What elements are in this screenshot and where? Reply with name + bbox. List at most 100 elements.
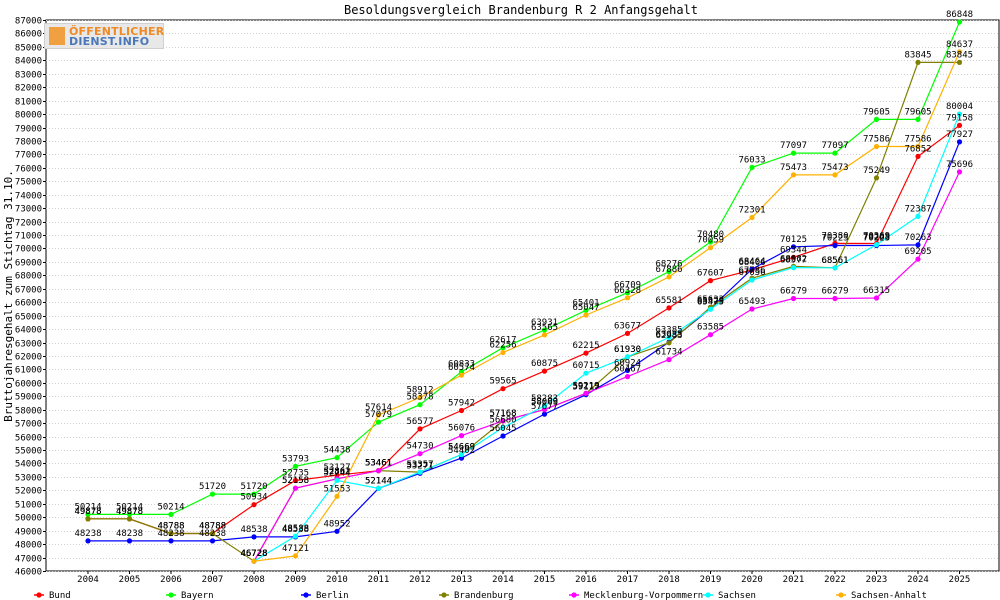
y-tick-label: 75000 [15,178,42,188]
data-label-sachsen-anhalt: 70059 [697,236,724,246]
data-label-brandenburg: 58009 [531,398,558,408]
data-point-mecklenburg-vorpommern [292,485,299,491]
data-label-brandenburg: 68662 [780,254,807,264]
data-point-sachsen-anhalt [417,394,423,401]
data-label-mecklenburg-vorpommern: 53461 [365,459,392,469]
data-point-bayern [749,164,755,170]
data-point-sachsen-anhalt [334,493,340,499]
data-point-mecklenburg-vorpommern [915,256,921,262]
data-label-bund: 69344 [780,245,807,255]
data-label-berlin: 59117 [572,383,599,393]
y-tick-label: 64000 [15,326,42,336]
data-label-sachsen-anhalt: 66328 [614,286,641,296]
data-point-sachsen [292,533,299,539]
data-point-sachsen [500,424,506,431]
data-label-berlin: 48538 [240,525,267,535]
data-label-sachsen-anhalt: 46728 [240,549,267,559]
data-point-bayern [541,327,548,333]
data-point-bund [956,122,963,128]
data-label-brandenburg: 67786 [738,266,765,276]
y-tick-label: 86000 [15,30,42,40]
data-point-bayern [583,307,589,313]
data-label-bund: 63677 [614,321,641,331]
data-point-mecklenburg-vorpommern [375,468,382,474]
data-point-sachsen-anhalt [541,332,548,338]
data-point-berlin [541,411,548,417]
data-point-sachsen [624,354,631,360]
data-point-bund [583,350,589,356]
data-label-sachsen: 68577 [780,256,807,266]
x-tick-label: 2022 [824,575,846,585]
x-tick-label: 2019 [700,575,722,585]
logo-text-line1: ÖFFENTLICHER [69,25,165,38]
data-labels: 49878 49878 48788 48788 50934 52735 53127 53461… [74,10,973,559]
data-label-sachsen: 80004 [946,102,973,112]
logo-text-line2: DIENST.INFO [69,35,150,48]
data-label-bund: 68406 [738,258,765,268]
data-label-sachsen-anhalt: 47121 [282,544,309,554]
data-point-mecklenburg-vorpommern [707,332,714,338]
data-label-bund: 50934 [240,493,267,503]
data-label-sachsen-anhalt: 84637 [946,40,973,50]
data-point-sachsen [873,242,880,248]
legend-label-sachsen-anhalt: Sachsen-Anhalt [851,591,927,600]
data-label-sachsen-anhalt: 65047 [572,303,599,313]
data-label-mecklenburg-vorpommern: 58009 [531,398,558,408]
data-point-sachsen [707,306,714,312]
data-point-bund [417,426,423,432]
legend-label-mecklenburg-vorpommern: Mecklenburg-Vorpommern [584,591,703,600]
data-point-mecklenburg-vorpommern [749,306,755,312]
legend-label-bund: Bund [49,591,71,600]
x-tick-label: 2016 [575,575,597,585]
x-tick-label: 2006 [160,575,182,585]
data-point-sachsen [417,469,423,475]
data-label-bayern: 57079 [365,410,392,420]
legend-marker-mecklenburg-vorpommern [571,592,577,598]
data-label-brandenburg: 83845 [946,50,973,60]
data-point-brandenburg [956,59,963,65]
data-label-mecklenburg-vorpommern: 66315 [863,286,890,296]
y-tick-label: 61000 [15,366,42,376]
series-layer [85,19,963,564]
series-line-mecklenburg-vorpommern [253,171,961,562]
data-label-bayern: 54438 [323,446,350,456]
data-label-berlin: 48238 [116,529,143,539]
x-tick-label: 2013 [451,575,473,585]
data-label-brandenburg: 59219 [572,381,599,391]
data-point-sachsen-anhalt [292,553,299,559]
y-tick-label: 58000 [15,407,42,417]
data-point-bund [790,254,797,260]
data-point-sachsen [749,277,755,283]
legend-label-berlin: Berlin [316,591,349,600]
data-label-berlin: 56045 [489,424,516,434]
data-label-bayern: 70480 [697,230,724,240]
x-tick-label: 2012 [409,575,431,585]
data-label-sachsen-anhalt: 75473 [780,163,807,173]
series-line-berlin [88,141,961,542]
data-label-brandenburg: 53461 [365,459,392,469]
data-label-berlin: 48238 [157,529,184,539]
data-label-brandenburg: 68561 [821,256,848,266]
x-tick-label: 2023 [866,575,888,585]
data-point-mecklenburg-vorpommern [873,295,880,301]
data-label-brandenburg: 52158 [282,476,309,486]
data-point-bund [334,472,340,478]
data-label-sachsen: 54669 [448,443,475,453]
y-tick-label: 66000 [15,299,42,309]
data-label-bayern: 76033 [738,155,765,165]
y-tick-label: 55000 [15,447,42,457]
data-point-mecklenburg-vorpommern [500,418,506,424]
data-label-brandenburg: 75249 [863,166,890,176]
x-tick-label: 2014 [492,575,514,585]
data-point-sachsen [832,265,838,271]
x-tick-label: 2007 [202,575,224,585]
data-label-bayern: 65401 [572,298,599,308]
data-point-bayern [85,511,91,517]
data-label-sachsen: 52744 [323,468,350,478]
data-point-brandenburg [168,530,174,537]
data-label-bund: 59565 [489,377,516,387]
data-label-bayern: 66709 [614,281,641,291]
data-label-sachsen-anhalt: 75473 [821,163,848,173]
data-point-bayern [168,511,174,517]
data-point-berlin [209,538,216,544]
